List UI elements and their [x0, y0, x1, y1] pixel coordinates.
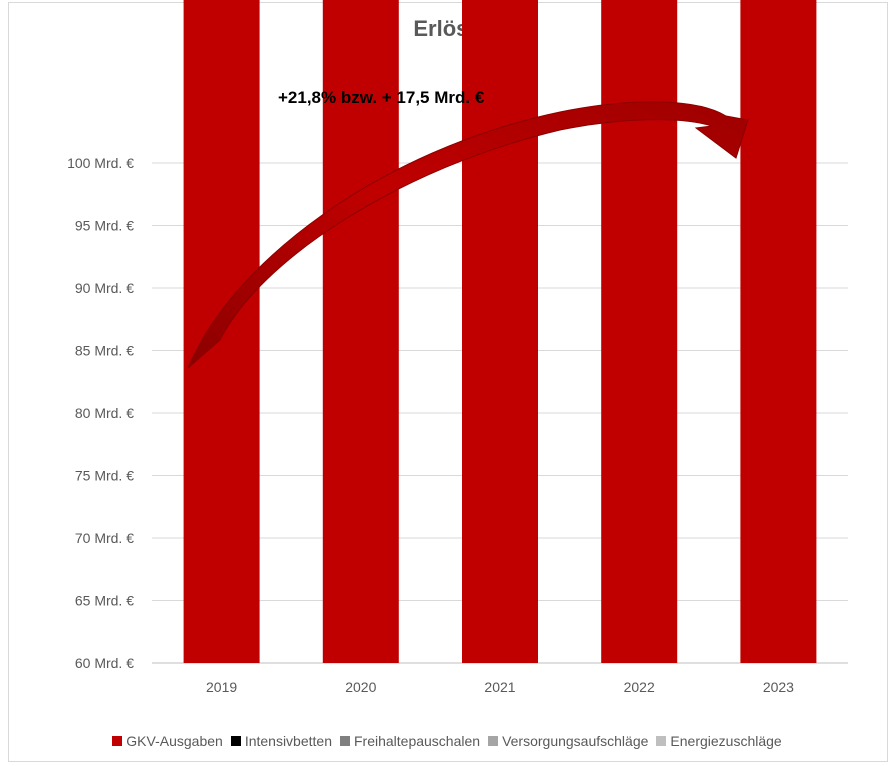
y-tick-label: 80 Mrd. €: [75, 405, 134, 421]
growth-annotation: +21,8% bzw. + 17,5 Mrd. €: [278, 88, 485, 107]
legend-label: Intensivbetten: [244, 733, 332, 749]
x-tick-label: 2021: [484, 679, 515, 695]
y-tick-label: 95 Mrd. €: [75, 218, 134, 234]
x-tick-label: 2023: [763, 679, 794, 695]
bar-segment: [322, 0, 399, 663]
x-tick-label: 2019: [206, 679, 237, 695]
legend-label: Energiezuschläge: [670, 733, 782, 749]
y-tick-label: 90 Mrd. €: [75, 280, 134, 296]
axes: 60 Mrd. € 65 Mrd. € 70 Mrd. € 75 Mrd. € 80 M…: [67, 155, 794, 695]
legend-swatch: [656, 736, 667, 746]
x-tick-label: 2020: [345, 679, 376, 695]
growth-arrow-icon: [187, 101, 749, 369]
legend-label: Versorgungsaufschläge: [502, 733, 649, 749]
legend-label: GKV-Ausgaben: [126, 733, 223, 749]
legend-item: Energiezuschläge: [656, 733, 782, 749]
legend-item: Intensivbetten: [230, 733, 332, 749]
legend-item: Freihaltepauschalen: [339, 733, 481, 749]
y-tick-label: 70 Mrd. €: [75, 530, 134, 546]
x-tick-label: 2022: [624, 679, 655, 695]
bar-segment: [740, 0, 817, 663]
bar-segment: [601, 0, 678, 663]
legend-swatch: [230, 736, 241, 746]
legend-swatch: [339, 736, 350, 746]
legend-item: GKV-Ausgaben: [112, 733, 223, 749]
y-tick-label: 100 Mrd. €: [67, 155, 134, 171]
legend-label: Freihaltepauschalen: [353, 733, 481, 749]
y-tick-label: 60 Mrd. €: [75, 655, 134, 671]
bar-segment: [462, 0, 538, 663]
chart-legend: GKV-Ausgaben Intensivbetten Freihaltepausc…: [0, 733, 894, 749]
legend-item: Versorgungsaufschläge: [488, 733, 648, 749]
y-tick-label: 65 Mrd. €: [75, 593, 134, 609]
legend-swatch: [112, 736, 123, 746]
bars: [183, 0, 817, 663]
y-tick-label: 75 Mrd. €: [75, 468, 134, 484]
legend-swatch: [488, 736, 499, 746]
y-tick-label: 85 Mrd. €: [75, 343, 134, 359]
